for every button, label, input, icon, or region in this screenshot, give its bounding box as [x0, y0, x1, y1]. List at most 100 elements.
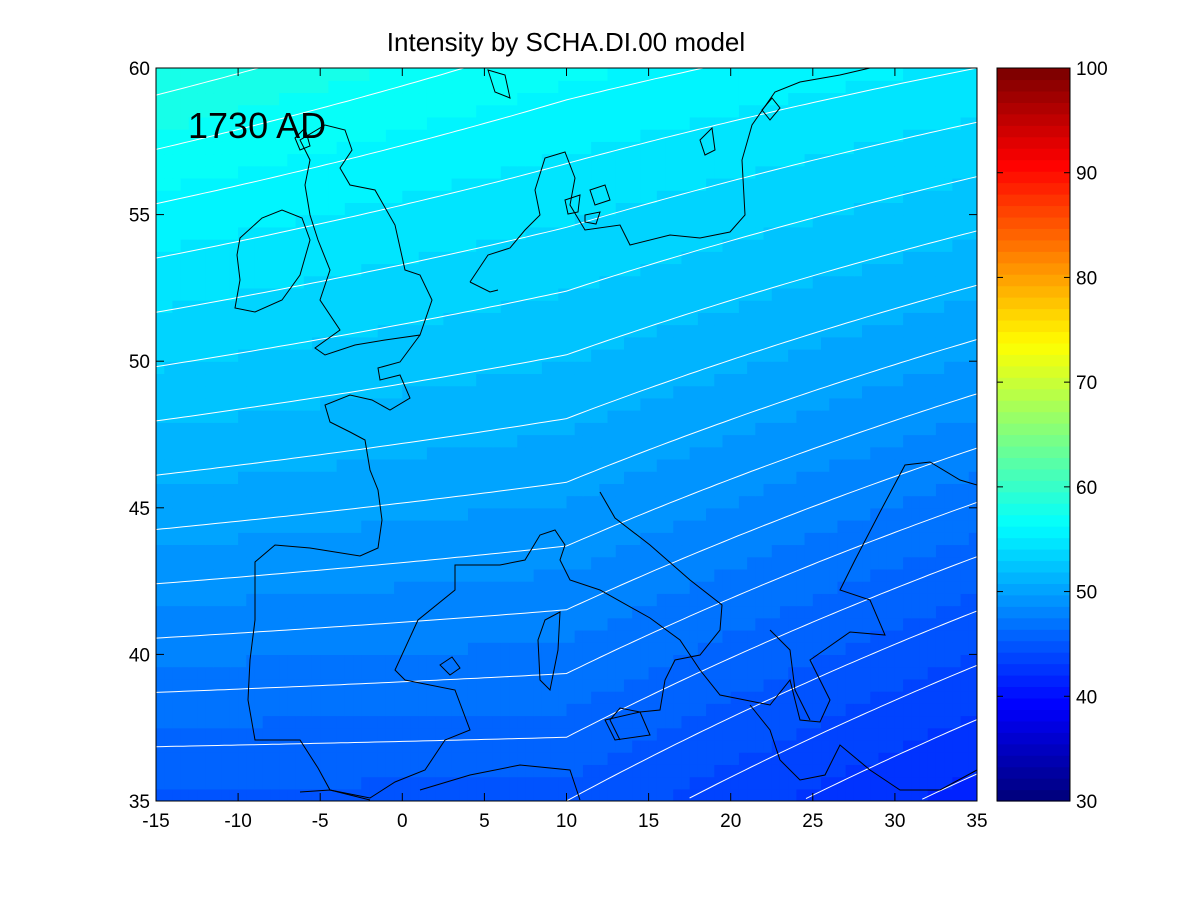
field-cell — [968, 715, 977, 729]
field-cell — [467, 202, 477, 216]
field-cell — [804, 691, 814, 704]
field-cell — [853, 691, 863, 704]
field-cell — [632, 397, 641, 411]
field-cell — [763, 544, 773, 558]
field-cell — [377, 556, 387, 570]
field-cell — [525, 397, 535, 411]
field-cell — [246, 520, 256, 533]
field-cell — [853, 739, 863, 753]
field-cell — [435, 483, 444, 497]
field-cell — [706, 495, 715, 509]
field-cell — [845, 458, 855, 472]
field-cell — [303, 312, 313, 326]
field-cell — [525, 532, 535, 546]
field-cell — [344, 495, 354, 509]
field-cell — [845, 495, 855, 509]
field-cell — [722, 617, 732, 631]
field-cell — [492, 556, 502, 570]
field-cell — [410, 629, 420, 643]
field-cell — [829, 691, 839, 704]
field-cell — [517, 532, 527, 546]
field-cell — [697, 373, 707, 387]
field-cell — [952, 348, 962, 362]
field-cell — [779, 422, 789, 436]
field-cell — [796, 275, 806, 289]
field-cell — [238, 715, 247, 729]
field-cell — [344, 776, 354, 790]
field-cell — [205, 263, 215, 277]
field-cell — [180, 605, 190, 619]
field-cell — [213, 385, 223, 399]
field-cell — [361, 458, 371, 472]
field-cell — [377, 239, 387, 252]
field-cell — [944, 348, 953, 362]
field-cell — [771, 788, 781, 801]
field-cell — [197, 458, 206, 472]
field-cell — [599, 324, 609, 338]
field-cell — [188, 422, 198, 436]
field-cell — [394, 495, 403, 509]
field-cell — [180, 226, 190, 240]
field-cell — [632, 373, 641, 387]
field-cell — [853, 715, 863, 729]
field-cell — [279, 324, 288, 338]
field-cell — [566, 300, 576, 313]
field-cell — [459, 263, 469, 277]
field-cell — [238, 336, 247, 350]
field-cell — [714, 239, 724, 252]
field-cell — [706, 788, 715, 801]
field-cell — [492, 373, 502, 387]
field-cell — [410, 471, 420, 484]
field-cell — [492, 251, 502, 265]
field-cell — [812, 190, 822, 203]
field-cell — [960, 300, 970, 313]
field-cell — [328, 202, 338, 216]
field-cell — [541, 190, 551, 203]
field-cell — [656, 727, 666, 741]
field-cell — [845, 666, 855, 680]
field-cell — [229, 239, 239, 252]
field-cell — [878, 556, 888, 570]
field-cell — [353, 202, 362, 216]
field-cell — [295, 422, 305, 436]
field-cell — [968, 544, 977, 558]
field-cell — [410, 410, 420, 423]
field-cell — [443, 617, 453, 631]
field-cell — [402, 703, 412, 717]
field-cell — [435, 568, 444, 582]
field-cell — [336, 691, 346, 704]
field-cell — [763, 678, 773, 692]
field-cell — [607, 348, 617, 362]
field-cell — [582, 764, 592, 778]
field-cell — [648, 373, 658, 387]
field-cell — [459, 617, 469, 631]
field-cell — [229, 776, 239, 790]
field-cell — [738, 739, 748, 753]
field-cell — [476, 483, 485, 497]
field-cell — [952, 727, 962, 741]
field-cell — [673, 275, 683, 289]
field-cell — [632, 764, 641, 778]
field-cell — [771, 703, 781, 717]
field-cell — [180, 434, 190, 448]
field-cell — [591, 190, 600, 203]
field-cell — [853, 678, 863, 692]
field-cell — [952, 214, 962, 228]
field-cell — [944, 642, 953, 655]
field-cell — [541, 434, 551, 448]
field-cell — [254, 642, 264, 655]
field-cell — [385, 324, 395, 338]
field-cell — [385, 458, 395, 472]
field-cell — [566, 239, 576, 252]
field-cell — [615, 691, 625, 704]
field-cell — [574, 544, 584, 558]
field-cell — [665, 544, 674, 558]
field-cell — [927, 495, 937, 509]
field-cell — [853, 605, 863, 619]
field-cell — [353, 361, 362, 375]
field-cell — [361, 593, 371, 607]
field-cell — [164, 544, 174, 558]
field-cell — [443, 287, 453, 301]
field-cell — [763, 593, 773, 607]
